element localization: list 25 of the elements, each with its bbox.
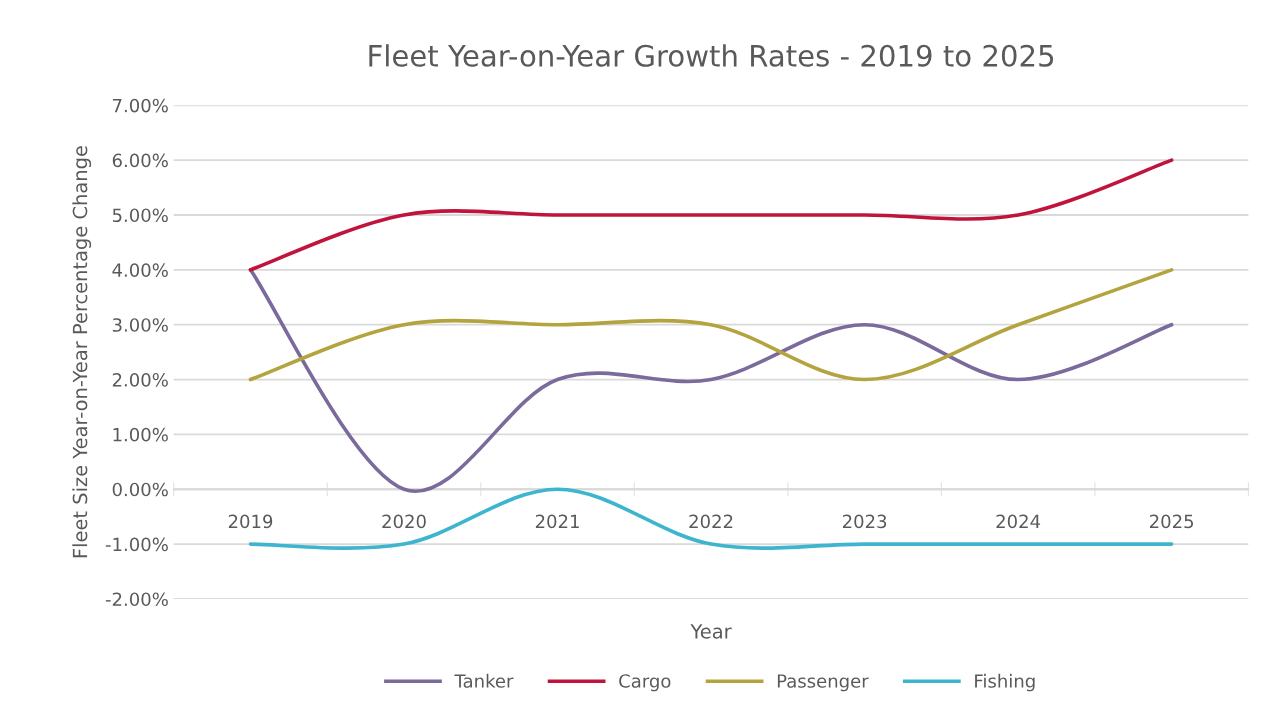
x-tick-label: 2024 xyxy=(996,514,1041,529)
x-tick-label: 2022 xyxy=(689,514,733,529)
y-tick-label: 1.00% xyxy=(113,427,168,442)
y-tick-label: -1.00% xyxy=(105,537,168,552)
y-tick-label: 2.00% xyxy=(112,373,168,387)
legend-label: Passenger xyxy=(777,674,869,692)
legend-label: Tanker xyxy=(454,673,514,688)
legend-label: Cargo xyxy=(619,674,671,692)
x-tick-label: 2025 xyxy=(1149,514,1194,529)
y-tick-label: 6.00% xyxy=(112,153,168,168)
line-series xyxy=(248,268,1174,493)
y-tick-label: 7.00% xyxy=(113,98,168,113)
x-tick-label: 2023 xyxy=(842,514,887,529)
x-axis-title: Year xyxy=(690,624,732,639)
y-axis-title: Fleet Size Year-on-Year Percentage Change xyxy=(72,146,92,558)
x-tick-label: 2020 xyxy=(382,514,426,529)
y-tick-label: 0.00% xyxy=(112,482,168,497)
chart-title: Fleet Year-on-Year Growth Rates - 2019 to 2025 xyxy=(369,44,1054,67)
x-tick-label: 2019 xyxy=(228,514,273,529)
y-tick-label: 3.00% xyxy=(112,318,168,332)
x-tick-label: 2021 xyxy=(535,514,579,529)
y-tick-label: 5.00% xyxy=(112,208,168,223)
legend-label: Fishing xyxy=(975,673,1035,692)
y-tick-label: -2.00% xyxy=(105,592,168,607)
y-tick-label: 4.00% xyxy=(112,263,168,277)
